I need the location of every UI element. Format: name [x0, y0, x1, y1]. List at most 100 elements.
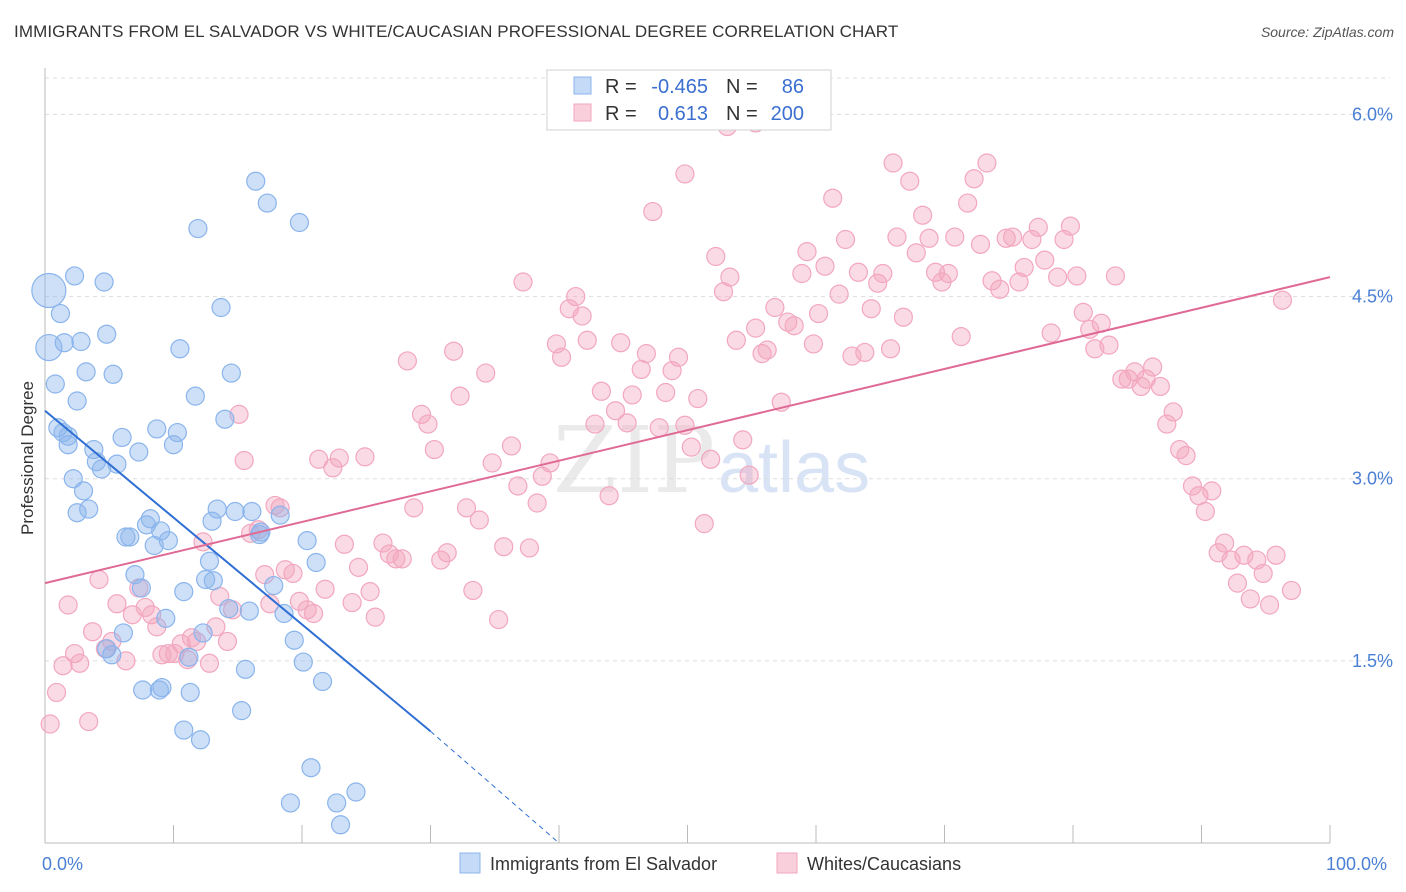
salvador-point-49: [211, 297, 231, 318]
whites-point-3: [58, 595, 78, 615]
salvador-point-20: [94, 272, 114, 292]
whites-point-47: [329, 448, 349, 468]
legend-r-label-2: R =: [605, 103, 637, 125]
whites-point-148: [977, 153, 997, 173]
whites-point-191: [1253, 563, 1273, 584]
salvador-point-22: [103, 364, 123, 384]
whites-point-115: [765, 297, 785, 318]
y-tick-label-0: 1.5%: [1352, 651, 1393, 671]
whites-point-126: [835, 229, 856, 250]
whites-point-42: [297, 600, 317, 620]
salvador-point-74: [149, 680, 169, 700]
salvador-point-0: [31, 272, 67, 309]
legend-n-value-2: 200: [771, 103, 804, 125]
whites-point-5: [70, 653, 90, 673]
whites-point-159: [1047, 267, 1068, 287]
series-salvador-points: [31, 171, 366, 835]
whites-point-0: [40, 714, 60, 734]
whites-point-186: [1221, 550, 1241, 570]
salvador-point-59: [257, 193, 277, 213]
bottom-legend-label-blue: Immigrants from El Salvador: [490, 854, 717, 874]
whites-point-4: [64, 643, 85, 664]
salvador-point-67: [297, 531, 317, 551]
x-tick-label-max: 100.0%: [1326, 854, 1387, 874]
whites-point-36: [260, 594, 280, 614]
whites-point-61: [418, 414, 438, 434]
salvador-point-39: [170, 339, 190, 359]
salvador-point-77: [179, 647, 199, 667]
salvador-trend-extension: [430, 730, 560, 844]
whites-point-142: [938, 263, 958, 284]
salvador-point-6: [64, 266, 85, 286]
whites-point-67: [456, 498, 477, 518]
salvador-point-40: [174, 582, 194, 602]
whites-point-187: [1227, 573, 1248, 593]
whites-point-192: [1260, 595, 1280, 615]
whites-point-26: [199, 653, 220, 673]
salvador-point-50: [215, 409, 235, 429]
whites-point-56: [386, 549, 406, 569]
salvador-point-37: [163, 435, 184, 455]
whites-point-7: [82, 622, 103, 642]
whites-point-69: [469, 510, 489, 530]
salvador-point-35: [156, 608, 176, 628]
whites-point-151: [996, 228, 1016, 248]
legend-r-label-1: R =: [605, 76, 637, 98]
salvador-point-45: [196, 569, 216, 590]
whites-point-86: [577, 330, 597, 350]
salvador-point-33: [147, 419, 167, 439]
whites-point-122: [808, 303, 829, 324]
whites-point-154: [1014, 257, 1034, 278]
whites-point-66: [450, 386, 470, 406]
whites-point-134: [887, 227, 907, 247]
whites-point-57: [392, 549, 412, 569]
legend-n-value-1: 86: [782, 76, 804, 98]
salvador-point-60: [264, 575, 284, 596]
salvador-point-78: [190, 730, 211, 750]
whites-point-119: [792, 263, 812, 284]
whites-point-117: [778, 312, 798, 332]
salvador-point-41: [180, 682, 200, 703]
bottom-legend: Immigrants from El Salvador Whites/Cauca…: [459, 852, 961, 874]
whites-point-87: [585, 414, 605, 434]
source-label: Source: ZipAtlas.com: [1260, 24, 1394, 40]
whites-point-12: [116, 651, 136, 671]
whites-point-193: [1266, 545, 1286, 565]
salvador-point-48: [207, 499, 227, 519]
salvador-point-2: [45, 374, 65, 394]
salvador-point-57: [246, 171, 266, 191]
whites-point-175: [1150, 376, 1170, 397]
whites-point-53: [365, 607, 385, 627]
whites-point-102: [681, 437, 701, 457]
salvador-point-3: [50, 303, 71, 324]
whites-point-130: [861, 299, 881, 319]
whites-point-2: [53, 656, 73, 676]
salvador-point-82: [346, 782, 366, 802]
whites-point-128: [848, 262, 869, 282]
salvador-point-36: [158, 531, 178, 551]
whites-point-174: [1143, 357, 1163, 377]
salvador-point-62: [274, 603, 294, 624]
salvador-point-34: [151, 521, 171, 541]
whites-point-109: [726, 330, 746, 350]
whites-point-133: [880, 339, 901, 359]
salvador-point-79: [203, 571, 223, 591]
whites-point-15: [135, 597, 155, 618]
salvador-point-85: [219, 599, 239, 619]
whites-point-163: [1073, 302, 1093, 322]
salvador-point-19: [91, 459, 112, 479]
salvador-point-47: [202, 511, 222, 531]
salvador-point-44: [193, 623, 213, 643]
whites-point-103: [688, 388, 708, 409]
whites-point-78: [527, 493, 547, 513]
whites-point-137: [906, 243, 926, 263]
legend-n-label-2: N =: [726, 103, 758, 125]
whites-point-59: [404, 498, 424, 518]
whites-point-106: [706, 246, 726, 267]
whites-point-158: [1041, 323, 1061, 343]
whites-point-183: [1202, 481, 1222, 501]
y-axis-label: Professional Degree: [18, 381, 37, 535]
salvador-point-52: [225, 501, 245, 522]
salvador-point-29: [131, 578, 151, 598]
salvador-point-14: [67, 503, 87, 523]
